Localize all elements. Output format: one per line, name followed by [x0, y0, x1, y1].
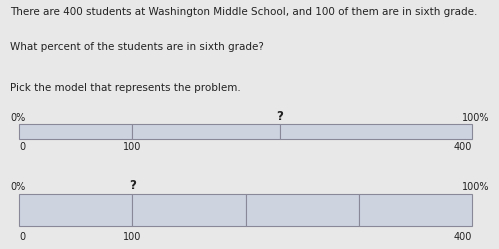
Text: 100: 100 [123, 232, 142, 242]
Text: 100%: 100% [462, 113, 489, 123]
Bar [279, 124, 472, 139]
Bar [19, 194, 132, 226]
Text: There are 400 students at Washington Middle School, and 100 of them are in sixth: There are 400 students at Washington Mid… [10, 7, 478, 17]
Text: 100: 100 [123, 142, 142, 152]
Text: 0: 0 [19, 142, 25, 152]
Text: 400: 400 [454, 142, 472, 152]
Text: 400: 400 [454, 232, 472, 242]
Bar [359, 194, 472, 226]
Bar [19, 124, 132, 139]
Text: 100%: 100% [462, 182, 489, 192]
Text: What percent of the students are in sixth grade?: What percent of the students are in sixt… [10, 42, 264, 53]
Text: Pick the model that represents the problem.: Pick the model that represents the probl… [10, 83, 241, 93]
Text: 0%: 0% [10, 113, 25, 123]
Bar [132, 124, 279, 139]
Text: ?: ? [276, 110, 283, 123]
Text: ?: ? [129, 179, 136, 192]
Text: 0%: 0% [10, 182, 25, 192]
Bar [246, 194, 359, 226]
Bar [132, 194, 246, 226]
Text: 0: 0 [19, 232, 25, 242]
